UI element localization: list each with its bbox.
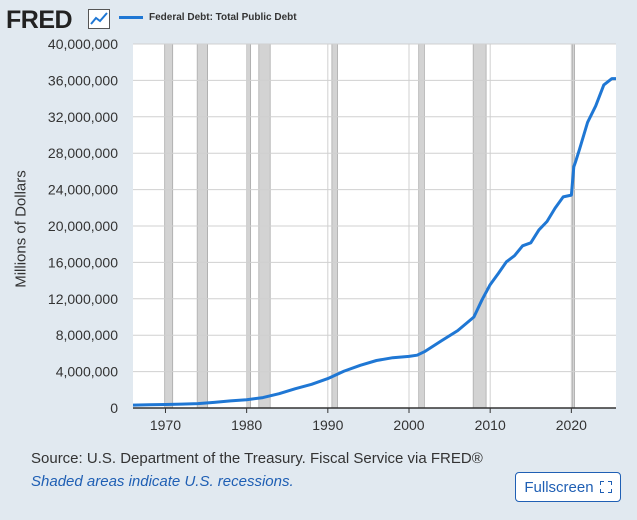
x-tick-label: 2000 (393, 417, 424, 433)
y-tick-label: 16,000,000 (48, 254, 118, 270)
y-tick-label: 36,000,000 (48, 72, 118, 88)
source-text: Source: U.S. Department of the Treasury.… (31, 450, 483, 467)
fullscreen-button[interactable]: Fullscreen (515, 472, 621, 502)
x-tick-label: 2020 (556, 417, 587, 433)
y-tick-label: 4,000,000 (56, 364, 118, 380)
x-tick-label: 1970 (150, 417, 181, 433)
legend: Federal Debt: Total Public Debt (119, 12, 297, 23)
y-tick-label: 20,000,000 (48, 218, 118, 234)
series-line (132, 77, 616, 407)
fred-logo[interactable]: FRED (6, 6, 73, 34)
y-tick-label: 32,000,000 (48, 109, 118, 125)
recession-note: Shaded areas indicate U.S. recessions. (31, 473, 294, 490)
chart: 0 4,000,000 8,000,000 12,000,000 16,000,000 2… (48, 36, 616, 433)
x-tick-label: 1990 (312, 417, 343, 433)
y-tick-label: 24,000,000 (48, 182, 118, 198)
y-tick-label: 8,000,000 (56, 327, 118, 343)
x-tick-label: 1980 (231, 417, 262, 433)
y-tick-label: 40,000,000 (48, 36, 118, 52)
y-tick-label: 0 (110, 400, 118, 416)
legend-swatch (119, 16, 143, 19)
y-tick-label: 12,000,000 (48, 291, 118, 307)
legend-label: Federal Debt: Total Public Debt (149, 12, 297, 23)
fullscreen-label: Fullscreen (524, 478, 594, 496)
x-tick-label: 2010 (475, 417, 506, 433)
chart-header: FRED Federal Debt: Total Public Debt (0, 0, 637, 40)
expand-icon (599, 481, 612, 493)
chart-line-icon (88, 9, 110, 29)
y-tick-label: 28,000,000 (48, 145, 118, 161)
